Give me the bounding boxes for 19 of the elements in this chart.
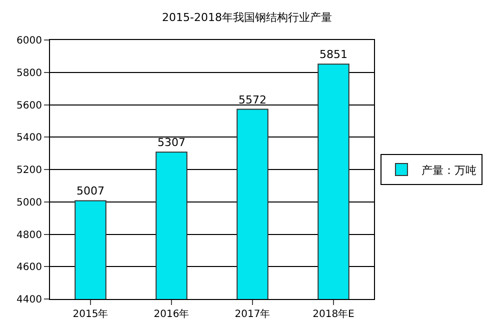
y-tick-label: 5400 — [16, 132, 42, 144]
chart-title: 2015-2018年我国钢结构行业产量 — [162, 10, 332, 24]
y-tick-label: 4600 — [16, 262, 42, 274]
y-tick-label: 4400 — [16, 294, 42, 306]
data-label: 5572 — [238, 93, 266, 106]
x-tick-label: 2015年 — [72, 308, 108, 320]
x-tick-label: 2017年 — [234, 308, 270, 320]
x-tick-label: 2018年E — [312, 308, 354, 320]
y-tick-label: 5200 — [16, 165, 42, 176]
x-tick-label: 2016年 — [154, 308, 190, 320]
data-label: 5307 — [158, 136, 186, 150]
y-tick-label: 5800 — [16, 68, 42, 79]
y-tick-label: 6000 — [16, 36, 42, 46]
legend-label: 产量：万吨 — [421, 164, 476, 177]
y-tick-label: 5000 — [16, 197, 42, 208]
data-label: 5007 — [76, 184, 104, 198]
y-tick-label: 5600 — [16, 100, 42, 112]
y-tick-label: 4800 — [16, 230, 42, 241]
data-label: 5851 — [320, 48, 348, 62]
